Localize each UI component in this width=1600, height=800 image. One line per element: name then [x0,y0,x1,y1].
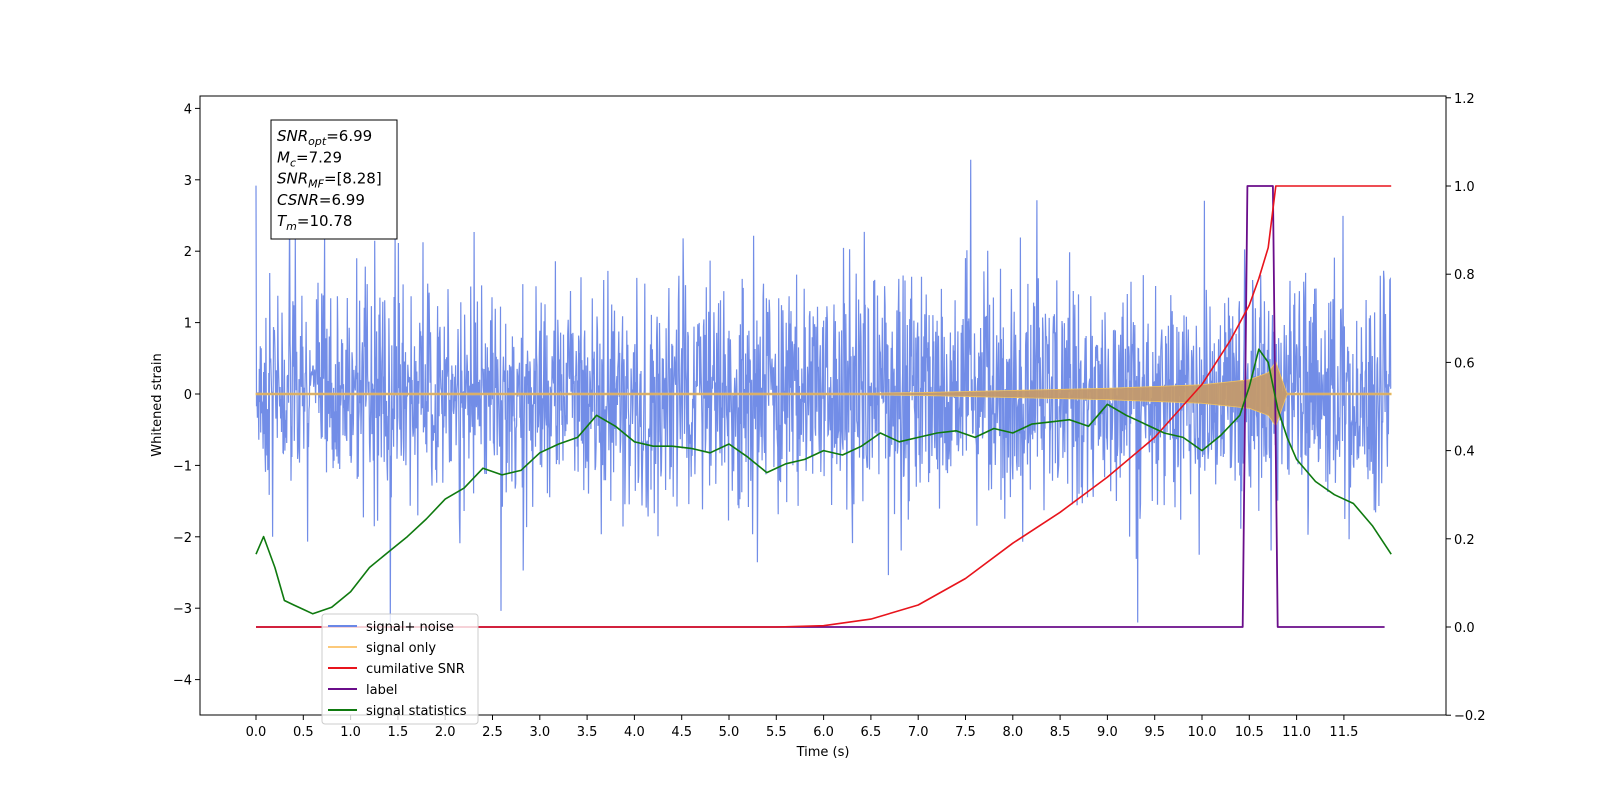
series-layer [255,159,1392,628]
y-left-tick-label: −2 [173,531,192,546]
y-right-tick-label: 0.8 [1454,268,1475,283]
y-left-tick-label: 1 [184,317,192,332]
y-axis-left: 4 3 2 1 0 −1 −2 −3 −4 [173,102,200,689]
legend-label: signal+ noise [366,620,454,635]
annotation-line: SNRMF=[8.28] [277,170,382,191]
legend-label: cumilative SNR [366,662,465,677]
x-tick-label: 5.0 [719,725,740,740]
y-left-tick-label: 0 [184,388,192,403]
x-tick-label: 1.5 [388,725,409,740]
y-right-tick-label: 0.4 [1454,445,1475,460]
y-axis-left-title: Whitened strain [150,353,165,456]
x-tick-label: 11.5 [1329,725,1358,740]
x-tick-label: 6.0 [813,725,834,740]
legend: signal+ noise signal only cumilative SNR la… [321,613,479,725]
x-tick-label: 10.5 [1235,725,1264,740]
legend-frame [321,613,479,725]
y-right-tick-label: 0.2 [1454,533,1475,548]
y-right-tick-label: 1.2 [1454,92,1475,107]
y-left-tick-label: −3 [173,602,192,617]
x-tick-label: 0.0 [246,725,267,740]
y-right-tick-label: 0.0 [1454,621,1475,636]
legend-label: signal statistics [366,704,467,719]
y-left-tick-label: −4 [173,674,192,689]
legend-label: label [366,683,397,698]
y-axis-right: 1.2 1.0 0.8 0.6 0.4 0.2 0.0 −0.2 [1446,92,1486,724]
series-signal-noise [255,159,1392,623]
x-tick-label: 4.5 [671,725,692,740]
x-tick-label: 10.0 [1188,725,1217,740]
y-left-tick-label: 4 [184,102,192,117]
y-left-tick-label: −1 [173,459,192,474]
x-tick-label: 2.0 [435,725,456,740]
series-signal-statistics [255,348,1392,615]
annotation-line: Mc=7.29 [277,148,342,169]
x-tick-label: 0.5 [293,725,314,740]
y-right-tick-label: −0.2 [1454,709,1486,724]
series-cumulative-snr [256,185,1392,628]
annotation-line: Tm=10.78 [277,212,352,233]
x-tick-label: 8.0 [1002,725,1023,740]
annotation-line: SNRopt=6.99 [277,127,372,148]
x-tick-label: 8.5 [1050,725,1071,740]
y-right-tick-label: 1.0 [1454,180,1475,195]
plot-frame [199,95,1447,716]
annotation-line: CSNR=6.99 [277,191,365,209]
x-tick-label: 5.5 [766,725,787,740]
x-tick-label: 9.5 [1144,725,1165,740]
series-signal-only [255,361,1392,427]
legend-label: signal only [366,641,436,656]
annotation-frame [270,119,398,240]
x-tick-label: 3.5 [577,725,598,740]
x-tick-label: 2.5 [482,725,503,740]
x-tick-label: 7.0 [908,725,929,740]
y-left-tick-label: 2 [184,245,192,260]
x-tick-label: 7.5 [955,725,976,740]
x-tick-label: 11.0 [1282,725,1311,740]
x-tick-label: 9.0 [1097,725,1118,740]
x-tick-label: 1.0 [340,725,361,740]
x-axis: 0.0 0.5 1.0 1.5 2.0 2.5 3.0 3.5 4.0 4.5 5.0 5.5 6.0 6… [246,715,1358,740]
series-label [256,185,1385,628]
x-axis-title: Time (s) [796,745,850,760]
y-left-tick-label: 3 [184,174,192,189]
x-tick-label: 4.0 [624,725,645,740]
x-tick-label: 6.5 [861,725,882,740]
y-right-tick-label: 0.6 [1454,356,1475,371]
x-tick-label: 3.0 [529,725,550,740]
